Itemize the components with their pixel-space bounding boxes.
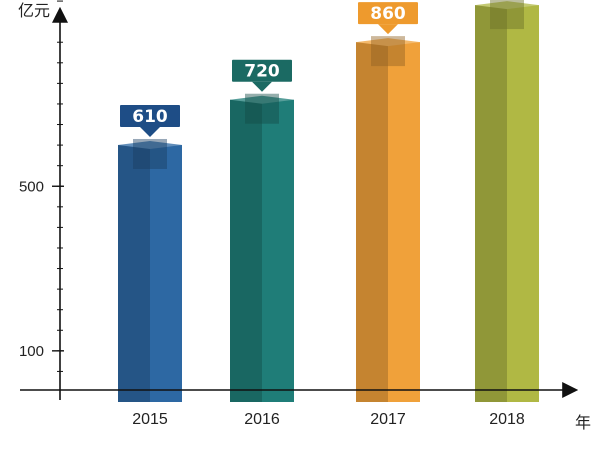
y-axis-ticks: 1005001000 xyxy=(19,0,64,372)
data-label-2016: 720 xyxy=(232,59,292,92)
bar-face-top xyxy=(475,1,539,10)
data-label-text: 720 xyxy=(244,62,280,82)
bar-label-shadow xyxy=(371,36,405,67)
x-tick-label: 2018 xyxy=(489,411,525,428)
data-label-2015: 610 xyxy=(120,104,180,137)
bar-2017 xyxy=(356,36,420,403)
bars-layer: 2015 2016 2017 2018 xyxy=(118,0,539,428)
data-label-box xyxy=(120,104,180,127)
bar-face-left xyxy=(230,99,262,402)
bar-2015 xyxy=(118,138,182,403)
bar-face-top xyxy=(118,140,182,149)
bar-face-top xyxy=(356,38,420,47)
bar-face-right xyxy=(262,99,294,402)
x-tick-label: 2015 xyxy=(132,411,168,428)
data-label-box xyxy=(232,59,292,82)
data-label-2017: 860 xyxy=(358,2,418,35)
bar-2016 xyxy=(230,93,294,402)
x-axis-title: 年 xyxy=(575,413,591,432)
bar-face-right xyxy=(507,5,539,402)
bar-face-left xyxy=(118,144,150,403)
y-tick-label: 500 xyxy=(19,178,44,195)
bar-face-left xyxy=(475,5,507,402)
data-label-text: 610 xyxy=(132,107,168,127)
data-label-layer: 610720860950 xyxy=(120,2,418,137)
bar-face-left xyxy=(356,42,388,403)
x-tick-label: 2017 xyxy=(370,411,406,428)
bar-face-top xyxy=(230,95,294,104)
data-label-text: 860 xyxy=(370,4,406,24)
bar-label-shadow xyxy=(245,93,279,124)
bar-face-right xyxy=(388,42,420,403)
bar-label-shadow xyxy=(133,138,167,169)
bar-face-right xyxy=(150,144,182,403)
y-tick-label: 100 xyxy=(19,343,44,360)
x-tick-label: 2016 xyxy=(244,411,280,428)
data-label-pointer xyxy=(252,81,272,92)
data-label-pointer xyxy=(378,24,398,35)
data-label-box xyxy=(358,2,418,25)
bar-label-shadow xyxy=(490,0,524,30)
data-label-pointer xyxy=(140,126,160,137)
y-axis-title: 亿元 xyxy=(18,1,50,20)
bar-2018 xyxy=(475,0,539,402)
